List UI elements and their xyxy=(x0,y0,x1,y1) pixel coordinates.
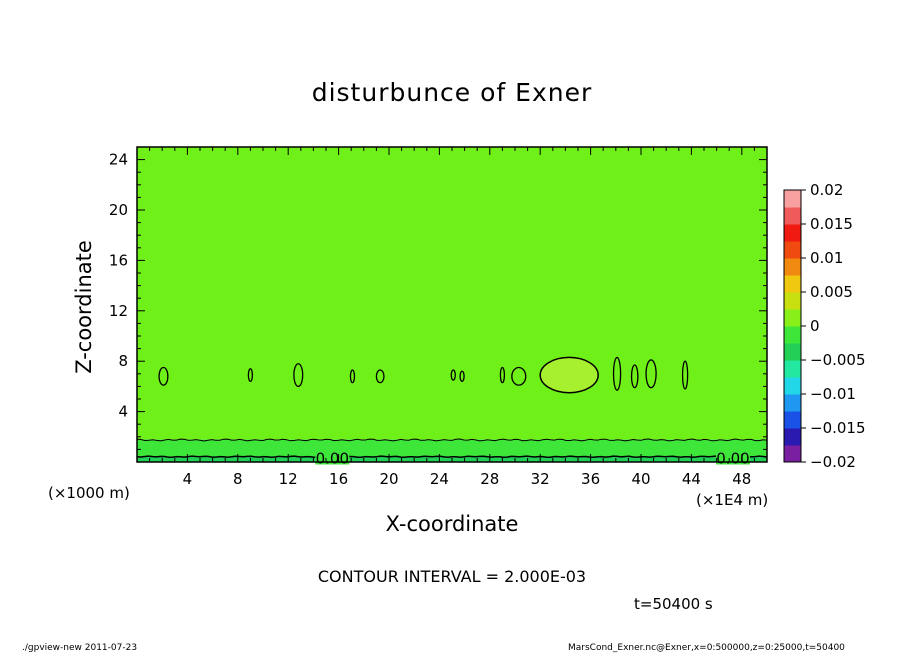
contour-blob xyxy=(247,368,254,383)
x-tick-label: 16 xyxy=(329,470,348,488)
contour-label: 0.00 xyxy=(716,449,749,467)
field-band-2 xyxy=(137,147,767,440)
colorbar-segment xyxy=(784,224,801,242)
x-tick-label: 44 xyxy=(682,470,701,488)
colorbar-segment xyxy=(784,207,801,225)
colorbar-segment xyxy=(784,275,801,293)
contour-blob xyxy=(630,364,639,389)
colorbar-segment xyxy=(784,292,801,310)
contour-blob xyxy=(459,370,465,383)
colorbar-tick-label: 0 xyxy=(810,317,820,335)
colorbar-segment xyxy=(784,190,801,208)
contour-blob xyxy=(645,359,657,389)
colorbar-tick-label: 0.015 xyxy=(810,215,853,233)
x-tick-label: 36 xyxy=(581,470,600,488)
y-tick-label: 12 xyxy=(109,302,128,320)
colorbar-segment xyxy=(784,258,801,276)
x-axis-unit-right: (×1E4 m) xyxy=(696,491,769,509)
y-tick-label: 20 xyxy=(109,201,128,219)
colorbar-tick-label: −0.005 xyxy=(810,351,866,369)
contour-blob xyxy=(375,369,385,384)
colorbar-segment xyxy=(784,445,801,463)
x-axis-unit-left: (×1000 m) xyxy=(48,484,130,502)
colorbar-segment xyxy=(784,343,801,361)
field-band-1 xyxy=(137,439,767,457)
x-tick-label: 8 xyxy=(233,470,243,488)
x-tick-label: 48 xyxy=(732,470,751,488)
colorbar-tick-label: −0.015 xyxy=(810,419,866,437)
colorbar-tick-label: 0.02 xyxy=(810,181,843,199)
chart-title: disturbunce of Exner xyxy=(311,78,593,107)
contour-interval-text: CONTOUR INTERVAL = 2.000E-03 xyxy=(317,567,587,586)
y-tick-label: 8 xyxy=(118,352,128,370)
x-tick-label: 12 xyxy=(279,470,298,488)
x-tick-label: 40 xyxy=(631,470,650,488)
x-tick-label: 28 xyxy=(480,470,499,488)
x-tick-label: 4 xyxy=(183,470,193,488)
contour-label: 0.00 xyxy=(316,449,349,467)
x-tick-label: 24 xyxy=(430,470,449,488)
colorbar-segment xyxy=(784,428,801,446)
y-tick-label: 4 xyxy=(118,403,128,421)
contour-blob xyxy=(681,360,689,390)
contour-blob xyxy=(349,369,356,384)
contour-blob xyxy=(450,369,456,381)
contour-blob xyxy=(499,366,506,384)
y-tick-label: 24 xyxy=(109,151,128,169)
footer-left-text: ./gpview-new 2011-07-23 xyxy=(22,643,138,653)
x-axis-label: X-coordinate xyxy=(385,512,519,536)
colorbar-tick-label: −0.01 xyxy=(810,385,856,403)
colorbar-segment xyxy=(784,411,801,429)
contour-blob xyxy=(511,366,527,386)
contour-line-lower xyxy=(136,455,768,459)
colorbar-segment xyxy=(784,326,801,344)
footer-right-text: MarsCond_Exner.nc@Exner,x=0:500000,z=0:2… xyxy=(568,643,845,653)
colorbar-segment xyxy=(784,309,801,327)
x-tick-label: 20 xyxy=(379,470,398,488)
time-label: t=50400 s xyxy=(634,595,713,613)
colorbar-segment xyxy=(784,360,801,378)
colorbar-segment xyxy=(784,377,801,395)
colorbar-segment xyxy=(784,241,801,259)
contour-blob xyxy=(293,363,304,388)
x-tick-label: 32 xyxy=(531,470,550,488)
y-axis-label: Z-coordinate xyxy=(72,240,96,374)
y-tick-label: 16 xyxy=(109,251,128,269)
contour-blob xyxy=(158,366,169,386)
contour-blob-large xyxy=(539,356,599,394)
colorbar-tick-label: −0.02 xyxy=(810,453,856,471)
colorbar-tick-label: 0.01 xyxy=(810,249,843,267)
colorbar-tick-label: 0.005 xyxy=(810,283,853,301)
colorbar-segment xyxy=(784,394,801,412)
contour-line-upper xyxy=(136,438,768,442)
contour-blob xyxy=(612,356,622,391)
contour-label-bg xyxy=(315,450,350,465)
